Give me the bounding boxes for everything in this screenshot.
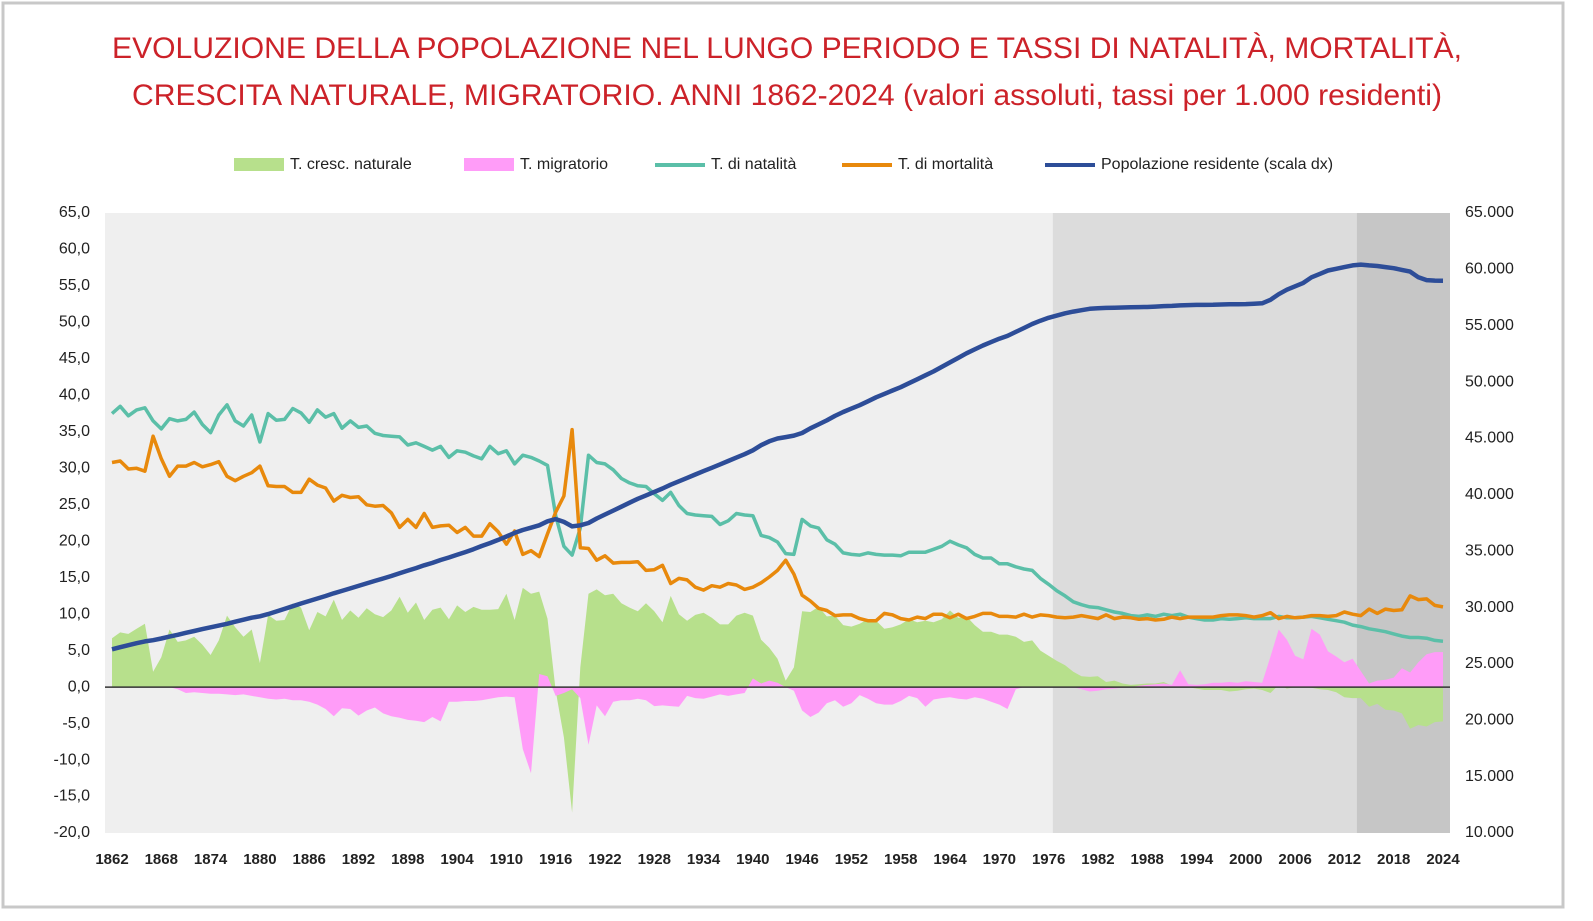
y-tick-label: 40,0 bbox=[59, 387, 90, 404]
background-band bbox=[1052, 213, 1357, 833]
y2-tick-label: 10.000 bbox=[1465, 824, 1514, 841]
y2-tick-label: 15.000 bbox=[1465, 768, 1514, 785]
y2-tick-label: 30.000 bbox=[1465, 599, 1514, 616]
x-tick-label: 1988 bbox=[1131, 851, 1164, 868]
chart-title: CRESCITA NATURALE, MIGRATORIO. ANNI 1862… bbox=[132, 79, 1442, 112]
y-tick-label: 0,0 bbox=[68, 678, 90, 695]
x-tick-label: 1952 bbox=[835, 851, 868, 868]
area bbox=[112, 628, 1443, 774]
x-tick-label: 1898 bbox=[391, 851, 424, 868]
x-tick-label: 1958 bbox=[884, 851, 917, 868]
y-tick-label: -10,0 bbox=[54, 751, 91, 768]
y2-tick-label: 45.000 bbox=[1465, 430, 1514, 447]
x-tick-label: 1934 bbox=[687, 851, 721, 868]
y-tick-label: 30,0 bbox=[59, 460, 90, 477]
area bbox=[112, 587, 1443, 813]
x-tick-label: 1982 bbox=[1081, 851, 1114, 868]
line bbox=[111, 427, 1444, 623]
y2-tick-label: 65.000 bbox=[1465, 204, 1514, 221]
line bbox=[111, 262, 1444, 652]
y-tick-label: 45,0 bbox=[59, 350, 90, 367]
y-tick-label: 35,0 bbox=[59, 423, 90, 440]
x-tick-label: 1940 bbox=[736, 851, 769, 868]
y-tick-label: 20,0 bbox=[59, 532, 90, 549]
x-tick-label: 2018 bbox=[1377, 851, 1410, 868]
legend-label: Popolazione residente (scala dx) bbox=[1101, 156, 1333, 173]
legend-swatch bbox=[464, 158, 514, 171]
x-tick-label: 1904 bbox=[440, 851, 474, 868]
x-tick-label: 2006 bbox=[1278, 851, 1311, 868]
y-tick-label: 50,0 bbox=[59, 314, 90, 331]
legend-swatch bbox=[234, 158, 284, 171]
bands bbox=[105, 213, 1450, 833]
x-tick-label: 1928 bbox=[638, 851, 671, 868]
x-tick-label: 1994 bbox=[1180, 851, 1214, 868]
y-tick-label: 55,0 bbox=[59, 277, 90, 294]
x-tick-label: 1862 bbox=[95, 851, 128, 868]
legend-label: T. di mortalità bbox=[898, 156, 993, 173]
x-tick-label: 2000 bbox=[1229, 851, 1262, 868]
x-tick-label: 1892 bbox=[342, 851, 375, 868]
x-tick-label: 1922 bbox=[588, 851, 621, 868]
y2-tick-label: 60.000 bbox=[1465, 261, 1514, 278]
y-tick-label: 15,0 bbox=[59, 569, 90, 586]
y2-tick-label: 25.000 bbox=[1465, 655, 1514, 672]
x-tick-label: 1964 bbox=[933, 851, 967, 868]
y-tick-label: 10,0 bbox=[59, 605, 90, 622]
x-tick-label: 2012 bbox=[1328, 851, 1361, 868]
x-tick-label: 1970 bbox=[983, 851, 1016, 868]
y-tick-label: 60,0 bbox=[59, 241, 90, 258]
x-tick-label: 2024 bbox=[1426, 851, 1460, 868]
y2-tick-label: 20.000 bbox=[1465, 711, 1514, 728]
y2-tick-label: 35.000 bbox=[1465, 542, 1514, 559]
legend-label: T. cresc. naturale bbox=[290, 156, 412, 173]
legend-label: T. migratorio bbox=[520, 156, 608, 173]
y-tick-label: 65,0 bbox=[59, 204, 90, 221]
x-tick-label: 1916 bbox=[539, 851, 572, 868]
marks bbox=[105, 262, 1450, 813]
x-tick-label: 1868 bbox=[145, 851, 178, 868]
x-tick-label: 1874 bbox=[194, 851, 228, 868]
y2-tick-label: 40.000 bbox=[1465, 486, 1514, 503]
y-tick-label: -5,0 bbox=[62, 715, 90, 732]
x-tick-label: 1910 bbox=[490, 851, 523, 868]
y-tick-label: 25,0 bbox=[59, 496, 90, 513]
background-band bbox=[1356, 213, 1450, 833]
x-tick-label: 1976 bbox=[1032, 851, 1065, 868]
x-tick-label: 1946 bbox=[785, 851, 818, 868]
y2-tick-label: 55.000 bbox=[1465, 317, 1514, 334]
legend-label: T. di natalità bbox=[711, 156, 796, 173]
y-tick-label: -15,0 bbox=[54, 788, 91, 805]
y-tick-label: 5,0 bbox=[68, 642, 90, 659]
chart-title: EVOLUZIONE DELLA POPOLAZIONE NEL LUNGO P… bbox=[112, 32, 1462, 65]
x-tick-label: 1886 bbox=[292, 851, 325, 868]
y-tick-label: -20,0 bbox=[54, 824, 91, 841]
y2-tick-label: 50.000 bbox=[1465, 373, 1514, 390]
x-tick-label: 1880 bbox=[243, 851, 276, 868]
line bbox=[110, 403, 1444, 643]
labels: EVOLUZIONE DELLA POPOLAZIONE NEL LUNGO P… bbox=[54, 32, 1515, 868]
